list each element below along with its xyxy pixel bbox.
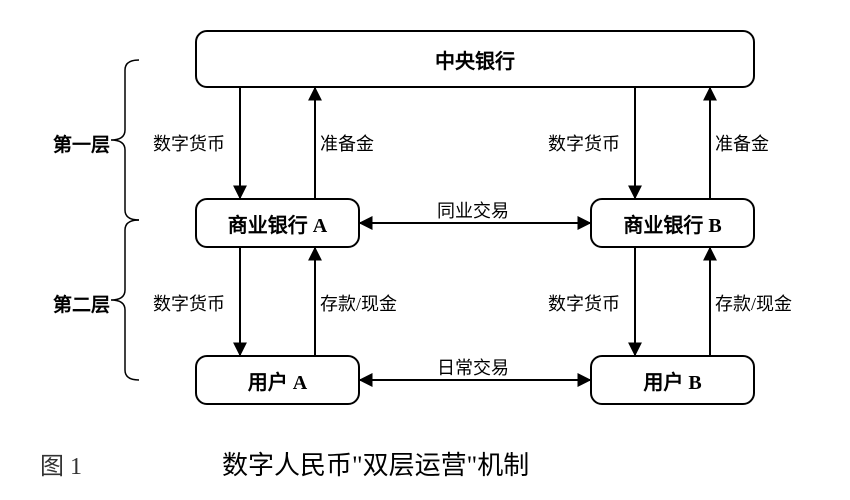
edge-label: 数字货币 bbox=[153, 130, 225, 156]
edge-label: 数字货币 bbox=[153, 290, 225, 316]
node-label: 用户 A bbox=[248, 366, 307, 395]
edge-label: 数字货币 bbox=[548, 130, 620, 156]
edge-label: 同业交易 bbox=[437, 197, 509, 223]
node-bank-b: 商业银行 B bbox=[590, 198, 755, 248]
edge-label: 数字货币 bbox=[548, 290, 620, 316]
node-label: 用户 B bbox=[643, 366, 701, 395]
figure-title: 数字人民币"双层运营"机制 bbox=[222, 445, 529, 482]
edge-label: 日常交易 bbox=[437, 354, 509, 380]
node-label: 中央银行 bbox=[435, 45, 515, 74]
node-central-bank: 中央银行 bbox=[195, 30, 755, 88]
figure-number: 图 1 bbox=[40, 446, 82, 481]
edge-label: 存款/现金 bbox=[715, 290, 792, 316]
layer-2-label: 第二层 bbox=[53, 290, 110, 317]
node-user-a: 用户 A bbox=[195, 355, 360, 405]
node-user-b: 用户 B bbox=[590, 355, 755, 405]
figure-caption: 图 1 数字人民币"双层运营"机制 bbox=[0, 445, 850, 482]
edge-label: 准备金 bbox=[715, 130, 769, 156]
layer-1-label: 第一层 bbox=[53, 130, 110, 157]
edge-label: 准备金 bbox=[320, 130, 374, 156]
diagram-canvas: 中央银行 商业银行 A 商业银行 B 用户 A 用户 B 第一层 第二层 数字货… bbox=[0, 20, 850, 440]
node-label: 商业银行 B bbox=[623, 209, 721, 238]
node-label: 商业银行 A bbox=[228, 209, 327, 238]
edge-label: 存款/现金 bbox=[320, 290, 397, 316]
node-bank-a: 商业银行 A bbox=[195, 198, 360, 248]
